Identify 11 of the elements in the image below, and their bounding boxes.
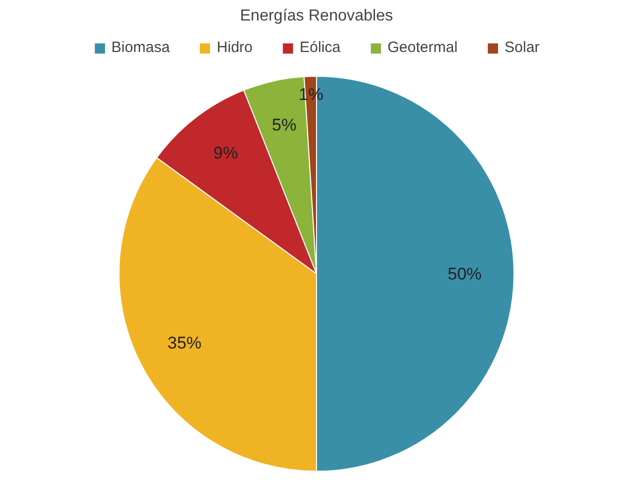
legend-label: Eólica [300,39,341,56]
data-label: 5% [272,115,296,134]
legend-label: Biomasa [111,39,170,56]
legend-label: Solar [504,39,540,56]
legend-label: Geotermal [388,39,458,56]
data-label: 1% [298,85,324,104]
data-label: 35% [168,334,202,353]
chart-title: Energías Renovables [240,8,393,24]
legend-label: Hidro [216,39,253,56]
data-label: 9% [213,144,238,163]
data-label: 50% [448,264,482,284]
